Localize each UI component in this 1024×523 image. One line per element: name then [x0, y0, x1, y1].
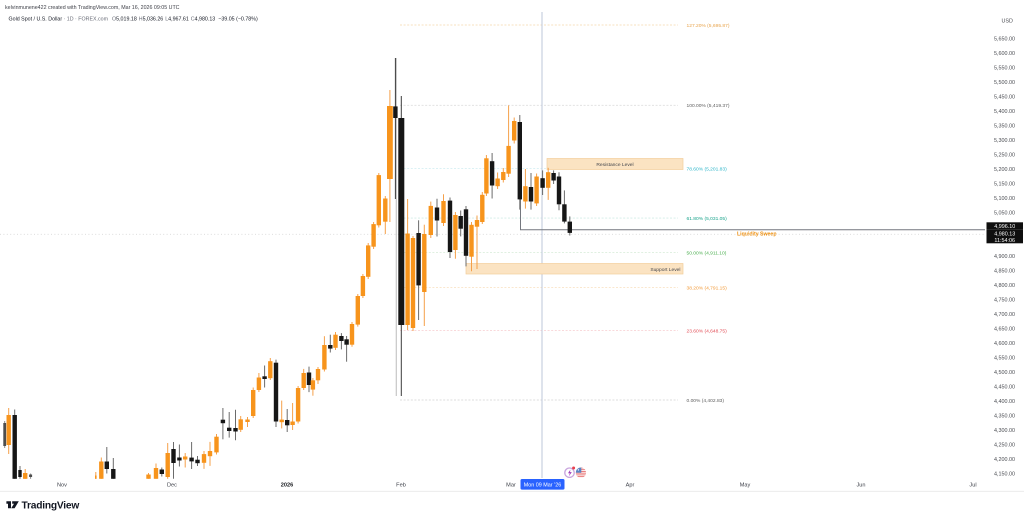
svg-text:Liquidity Sweep: Liquidity Sweep — [737, 232, 777, 238]
svg-text:100.00% (5,419.37): 100.00% (5,419.37) — [687, 103, 730, 109]
svg-text:Jul: Jul — [969, 483, 976, 489]
svg-text:Mar: Mar — [506, 483, 516, 489]
svg-text:Apr: Apr — [626, 483, 635, 489]
svg-text:5,350.00: 5,350.00 — [994, 123, 1015, 129]
svg-text:0.00% (4,402.83): 0.00% (4,402.83) — [687, 398, 725, 404]
svg-text:5,500.00: 5,500.00 — [994, 80, 1015, 86]
svg-text:4,900.00: 4,900.00 — [994, 254, 1015, 260]
svg-text:61.80% (5,031.05): 61.80% (5,031.05) — [687, 216, 728, 222]
svg-text:2026: 2026 — [281, 483, 293, 489]
svg-text:Jun: Jun — [856, 483, 865, 489]
svg-text:4,700.00: 4,700.00 — [994, 312, 1015, 318]
svg-text:5,050.00: 5,050.00 — [994, 210, 1015, 216]
svg-text:4,600.00: 4,600.00 — [994, 341, 1015, 347]
svg-text:5,650.00: 5,650.00 — [994, 36, 1015, 42]
svg-text:Support Level: Support Level — [650, 267, 680, 273]
svg-text:5,250.00: 5,250.00 — [994, 152, 1015, 158]
svg-text:5,150.00: 5,150.00 — [994, 181, 1015, 187]
svg-text:4,850.00: 4,850.00 — [994, 268, 1015, 274]
svg-text:Mon 09 Mar ’26: Mon 09 Mar ’26 — [524, 483, 561, 489]
svg-text:Dec: Dec — [167, 483, 177, 489]
svg-text:38.20% (4,791.15): 38.20% (4,791.15) — [687, 285, 728, 291]
svg-text:USD: USD — [1002, 19, 1013, 25]
svg-text:kelvinmunene422 created with T: kelvinmunene422 created with TradingView… — [5, 5, 180, 11]
svg-text:4,550.00: 4,550.00 — [994, 355, 1015, 361]
svg-text:4,150.00: 4,150.00 — [994, 471, 1015, 477]
svg-text:11:54:06: 11:54:06 — [994, 238, 1015, 244]
svg-text:4,400.00: 4,400.00 — [994, 399, 1015, 405]
svg-text:5,100.00: 5,100.00 — [994, 196, 1015, 202]
svg-text:4,650.00: 4,650.00 — [994, 326, 1015, 332]
svg-text:4,450.00: 4,450.00 — [994, 384, 1015, 390]
svg-text:23.60% (4,648.75): 23.60% (4,648.75) — [687, 328, 728, 334]
svg-text:4,300.00: 4,300.00 — [994, 428, 1015, 434]
svg-text:4,350.00: 4,350.00 — [994, 413, 1015, 419]
svg-text:Resistance Level: Resistance Level — [596, 162, 633, 168]
svg-text:4,200.00: 4,200.00 — [994, 457, 1015, 463]
svg-text:127.20% (5,695.87): 127.20% (5,695.87) — [687, 23, 730, 29]
svg-text:5,600.00: 5,600.00 — [994, 51, 1015, 57]
svg-text:4,996.10: 4,996.10 — [994, 224, 1015, 230]
svg-text:5,300.00: 5,300.00 — [994, 138, 1015, 144]
svg-text:4,250.00: 4,250.00 — [994, 442, 1015, 448]
svg-text:50.00% (4,911.10): 50.00% (4,911.10) — [687, 250, 727, 256]
svg-text:5,400.00: 5,400.00 — [994, 109, 1015, 115]
svg-text:4,980.13: 4,980.13 — [994, 232, 1015, 238]
svg-text:TradingView: TradingView — [22, 501, 80, 512]
svg-text:May: May — [740, 483, 751, 489]
svg-text:Nov: Nov — [57, 483, 67, 489]
svg-text:4,500.00: 4,500.00 — [994, 370, 1015, 376]
svg-text:4,750.00: 4,750.00 — [994, 297, 1015, 303]
svg-text:5,450.00: 5,450.00 — [994, 94, 1015, 100]
svg-text:5,200.00: 5,200.00 — [994, 167, 1015, 173]
svg-text:78.60% (5,201.83): 78.60% (5,201.83) — [687, 166, 728, 172]
svg-text:Gold Spot / U.S. Dollar · 1D ·: Gold Spot / U.S. Dollar · 1D · FOREX.com… — [9, 16, 258, 22]
svg-text:4,800.00: 4,800.00 — [994, 283, 1015, 289]
svg-text:5,550.00: 5,550.00 — [994, 65, 1015, 71]
svg-text:Feb: Feb — [396, 483, 406, 489]
